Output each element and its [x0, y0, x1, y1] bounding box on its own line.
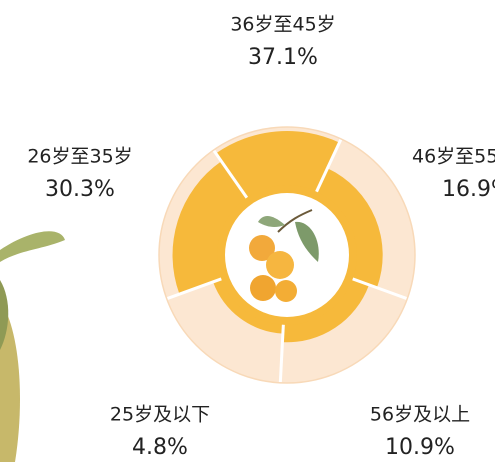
value-label: 10.9% — [385, 435, 455, 460]
category-label: 46岁至55岁 — [412, 146, 495, 168]
sector-background — [280, 276, 408, 384]
separator — [344, 274, 410, 301]
sector-background — [166, 276, 284, 383]
value-label: 4.8% — [132, 435, 188, 460]
category-label: 25岁及以下 — [110, 404, 210, 426]
outer-outline — [158, 126, 416, 384]
category-label: 36岁至45岁 — [230, 14, 335, 36]
category-label: 26岁至35岁 — [27, 146, 132, 168]
separator — [211, 147, 253, 206]
separator — [311, 136, 344, 200]
separator — [278, 316, 286, 385]
separator — [164, 274, 230, 301]
loquat-icon — [249, 209, 319, 302]
sector-bar — [215, 131, 340, 205]
value-label: 30.3% — [45, 177, 115, 202]
category-label: 56岁及以上 — [370, 404, 470, 426]
value-label: 37.1% — [248, 45, 318, 70]
value-label: 16.9% — [442, 177, 495, 202]
leaf-decoration — [0, 231, 65, 462]
sector-bar — [172, 161, 252, 295]
